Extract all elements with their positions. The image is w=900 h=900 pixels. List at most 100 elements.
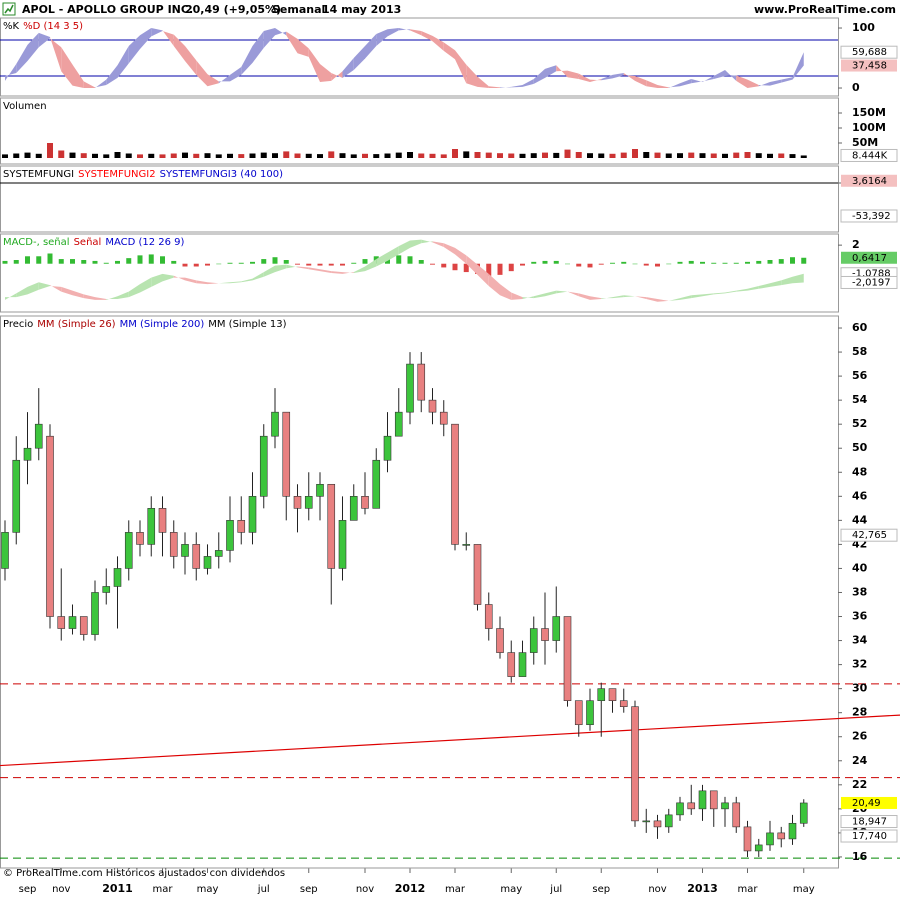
cross-fill: [320, 64, 332, 83]
histogram-bar: [115, 260, 120, 264]
candle-body: [203, 556, 212, 569]
panel-title-part: %D (14 3 5): [23, 21, 83, 32]
cross-fill: [275, 28, 287, 36]
candle-body: [777, 832, 786, 840]
cross-fill: [792, 273, 804, 284]
last-value-label: 18,947: [852, 817, 887, 828]
histogram-bar: [587, 263, 593, 268]
volume-bar: [407, 152, 413, 158]
cross-fill: [410, 29, 422, 36]
cross-fill: [207, 282, 219, 285]
cross-fill: [556, 65, 568, 78]
panel-title: %K %D (14 3 5): [3, 21, 83, 32]
candle-body: [316, 483, 324, 497]
histogram-bar: [767, 260, 773, 264]
volume-bar: [553, 152, 560, 158]
cross-fill: [16, 286, 28, 298]
volume-bar: [204, 153, 211, 158]
y-tick-label: 0: [852, 81, 860, 94]
candle-body: [552, 616, 561, 641]
cross-fill: [196, 280, 208, 285]
candle-body: [608, 688, 617, 701]
histogram-bar: [407, 256, 413, 264]
app-icon-graph: [4, 4, 14, 14]
volume-bar: [137, 154, 143, 158]
volume-bar: [587, 153, 593, 158]
candle-body: [12, 459, 21, 533]
panel-title-part: MM (Simple 13): [208, 319, 286, 330]
y-tick-label: 16: [852, 850, 868, 863]
cross-fill: [590, 296, 602, 300]
y-tick-label: 100M: [852, 121, 886, 134]
panel-title: Precio MM (Simple 26) MM (Simple 200) MM (S…: [3, 319, 287, 330]
candle-body: [394, 411, 403, 437]
candle-body: [248, 496, 257, 533]
candle-body: [383, 435, 392, 461]
cross-fill: [443, 243, 455, 255]
histogram-bar: [238, 262, 244, 264]
cross-fill: [443, 42, 455, 60]
cross-fill: [140, 28, 152, 50]
histogram-bar: [182, 263, 188, 267]
candle-body: [237, 520, 246, 533]
histogram-bar: [553, 260, 559, 264]
volume-bar: [575, 152, 582, 158]
cross-fill: [578, 73, 590, 83]
y-tick-label: 22: [852, 778, 867, 791]
candle-body: [518, 652, 527, 677]
histogram-bar: [306, 263, 312, 266]
candle-body: [113, 568, 122, 587]
candle-body: [417, 363, 426, 401]
last-value-label: 42,765: [852, 530, 887, 541]
volume-bar: [440, 154, 447, 158]
histogram-bar: [171, 260, 177, 264]
histogram-bar: [261, 259, 267, 264]
histogram-bar: [621, 261, 627, 264]
candle-body: [136, 532, 144, 545]
trend-line: [0, 714, 900, 767]
volume-bar: [260, 152, 267, 158]
cross-fill: [173, 275, 185, 281]
candle-body: [181, 544, 189, 557]
cross-fill: [140, 277, 152, 293]
histogram-bar: [508, 263, 514, 272]
histogram-bar: [2, 260, 8, 264]
panel-title-part: Volumen: [3, 101, 47, 112]
header-site: www.ProRealTime.com: [754, 3, 896, 16]
candle-body: [563, 616, 572, 701]
cross-fill: [488, 86, 500, 89]
panel-title-part: SYSTEMFUNGI: [3, 169, 74, 180]
y-tick-label: 50M: [852, 136, 878, 149]
cross-fill: [770, 79, 782, 86]
last-value-label: 37,458: [852, 61, 887, 72]
histogram-bar: [340, 263, 345, 266]
candle-body: [631, 706, 639, 822]
last-value-label: 8.444K: [852, 150, 888, 161]
cross-fill: [691, 294, 703, 299]
cross-fill: [196, 60, 208, 87]
histogram-bar: [70, 259, 75, 264]
cross-fill: [207, 74, 219, 87]
cross-fill: [781, 276, 793, 286]
volume-bar: [159, 154, 166, 158]
volume-bar: [497, 153, 503, 158]
x-tick-label: 2011: [102, 882, 133, 895]
histogram-bar: [295, 263, 300, 265]
volume-bar: [80, 153, 87, 158]
candle-body: [766, 832, 774, 846]
last-value-label: 59,688: [852, 47, 887, 58]
cross-fill: [263, 265, 275, 277]
candle-body: [462, 544, 471, 546]
candle-body: [282, 411, 291, 497]
x-tick-label: mar: [738, 884, 759, 895]
cross-fill: [162, 30, 174, 47]
volume-bar: [665, 153, 672, 158]
footer: © ProRealTime.com Históricos ajustados c…: [3, 867, 285, 879]
volume-bar: [24, 152, 31, 158]
last-value-box: [840, 148, 898, 162]
candle-body: [732, 802, 741, 828]
volume-bar: [249, 153, 256, 158]
volume-bar: [92, 153, 98, 158]
panel-frame: [0, 97, 839, 165]
candle-body: [597, 688, 606, 701]
